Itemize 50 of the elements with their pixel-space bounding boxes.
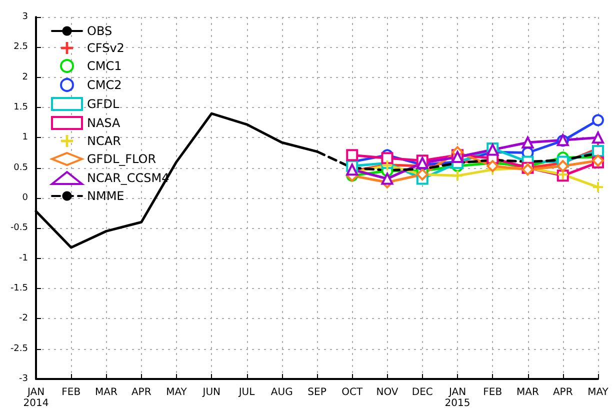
x-tick-label: JAN 2014 [23, 387, 49, 409]
point [346, 149, 358, 162]
y-tick-label: -1.5 [10, 284, 28, 294]
legend-label: CFSv2 [87, 41, 124, 55]
x-tick-label: AUG [270, 387, 293, 398]
point [452, 170, 462, 181]
x-tick-label: DEC [412, 387, 433, 398]
y-tick-label: 0 [22, 193, 28, 203]
y-tick-label: 3 [22, 12, 28, 22]
x-tick-label: MAR [516, 387, 540, 398]
legend-label: OBS [87, 24, 112, 38]
x-tick-label: SEP [308, 387, 326, 398]
legend-label: CMC2 [87, 78, 122, 92]
point [522, 136, 534, 148]
x-tick-label: JUN [202, 387, 220, 398]
point [381, 152, 394, 164]
y-tick-label: -1 [19, 253, 28, 264]
point [556, 160, 569, 172]
legend-label: CMC1 [87, 59, 122, 73]
y-tick-label: 2 [22, 72, 28, 82]
point [593, 182, 603, 192]
legend-label: NMME [87, 189, 124, 203]
y-tick-label: 1.5 [14, 102, 28, 112]
x-tick-label: MAY [166, 387, 188, 398]
x-tick-label: APR [552, 387, 573, 398]
y-tick-label: 1 [22, 132, 28, 143]
x-tick-label: OCT [342, 387, 364, 398]
legend-label: GFDL [87, 97, 120, 111]
legend-label: GFDL_FLOR [87, 152, 156, 166]
point [592, 144, 604, 157]
x-tick-label: FEB [483, 387, 502, 398]
x-tick-label: MAY [588, 387, 610, 398]
x-tick-label: JAN 2015 [444, 387, 470, 409]
y-tick-label: -3 [19, 374, 28, 384]
legend-label: NCAR [87, 134, 121, 148]
y-tick-label: 2.5 [14, 42, 28, 52]
x-tick-label: NOV [376, 387, 398, 398]
y-tick-label: 0.5 [14, 162, 28, 173]
x-tick-label: APR [131, 387, 152, 398]
x-tick-label: MAR [95, 387, 118, 398]
point [381, 172, 394, 185]
legend-label: NASA [87, 116, 122, 130]
point [592, 132, 604, 144]
x-tick-label: FEB [62, 387, 81, 398]
point [486, 160, 499, 172]
y-tick-label: -2.5 [10, 344, 28, 354]
y-tick-label: -0.5 [10, 223, 28, 234]
point [592, 114, 604, 126]
y-tick-label: -2 [19, 314, 28, 324]
x-tick-label: JUL [238, 387, 256, 398]
